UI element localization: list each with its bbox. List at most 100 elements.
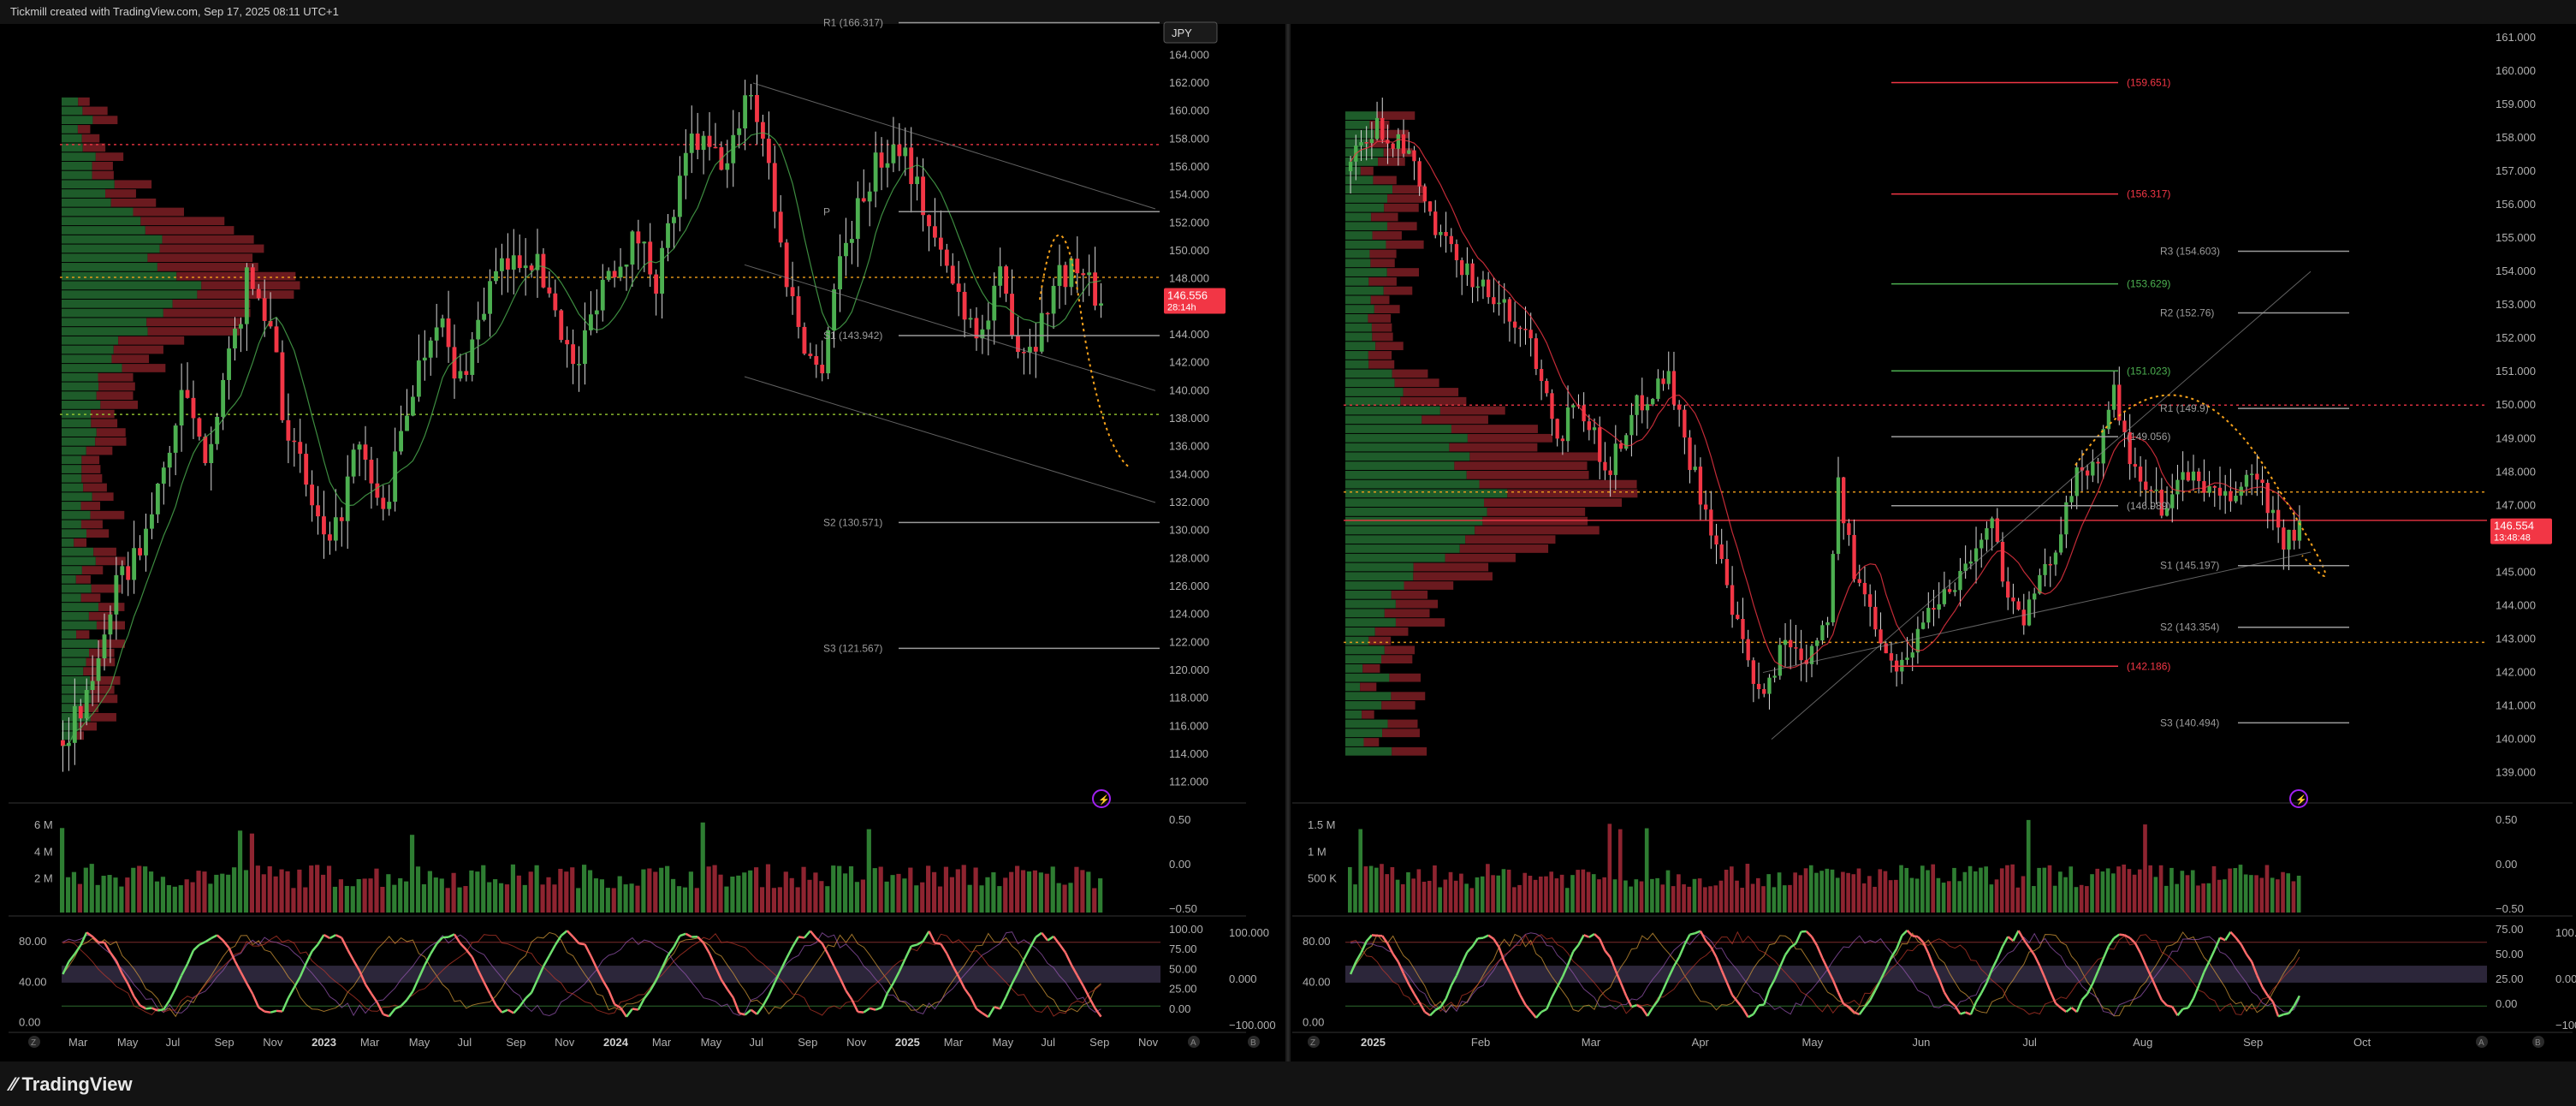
volume-bar [819,881,824,913]
candle-body [114,574,119,615]
candle-body [950,265,955,284]
candle-body [488,281,492,314]
candle-body [280,352,285,420]
pane-control-icon[interactable] [2532,1036,2544,1048]
oscillator-main-line [1023,947,1031,960]
lightning-icon[interactable] [1092,789,1111,808]
candle-body [612,271,617,278]
volume-bar [1692,878,1697,913]
volume-profile-bar [1345,388,1404,396]
pane-control-icon[interactable] [1248,1036,1260,1048]
oscillator-main-line [2187,997,2195,1009]
oscillator-main-line [863,1007,870,1014]
volume-bar [1665,870,1671,913]
price-axis-tick: 161.000 [2496,31,2536,44]
current-price-badge[interactable] [2490,518,2552,544]
volume-bar [736,875,741,913]
volume-bar [1416,869,1422,913]
volume-profile-bar [62,106,83,116]
candle-body [1523,329,1528,330]
candle-body [2016,601,2021,610]
osc2-right-tick: 0.00 [2496,997,2517,1010]
volume-profile-bar [98,382,135,391]
volume-bar [570,867,575,913]
volume-profile-bar [92,116,118,125]
volume-bar [1788,884,1792,913]
time-axis-tick: Sep [2243,1036,2263,1049]
oscillator-main-line [2033,954,2041,966]
volume-profile-bar [1386,240,1424,249]
volume-profile-bar [1459,544,1549,553]
volume-bar [599,879,604,913]
volume-bar [113,877,118,913]
volume-profile-bar [147,327,240,336]
volume-profile-bar [1345,581,1404,590]
volume-axis-tick: 4 M [34,845,53,858]
lightning-icon[interactable] [2289,789,2308,808]
volume-bar [967,884,972,913]
oscillator-main-line [1699,931,1707,942]
oscillator-main-line [560,930,568,937]
volume-profile-bar [91,694,118,704]
volume-profile-bar [1345,415,1422,425]
volume-profile-bar [78,722,98,731]
volume-profile-bar [62,382,99,391]
candle-body [879,152,884,168]
oscillator-main-line [608,990,616,1005]
volume-profile-bar [62,318,147,327]
oscillator-main-line [1631,1003,1637,1008]
oscillator-main-line [1960,1011,1967,1015]
oscillator-main-line [1534,1011,1543,1019]
volume-bar [795,887,800,913]
volume-bar [2296,875,2301,913]
volume-bar [1835,877,1840,913]
pivot-label: S3 (140.494) [2160,717,2219,728]
oscillator-main-line [436,937,444,945]
volume-bar [2185,875,2190,913]
oscillator-main-line [1949,1000,1956,1007]
volume-profile-bar [157,263,258,271]
volume-bar [101,876,106,913]
volume-bar [2254,875,2258,913]
oscillator-main-line [2250,961,2258,976]
candle-body [511,255,516,270]
candle-body [369,459,374,484]
pane-control-icon[interactable] [1308,1036,1320,1048]
candle-body [2027,599,2032,626]
candle-body [1497,302,1501,305]
oscillator-main-line [74,944,82,955]
volume-profile-bar [92,492,114,502]
volume-profile-bar [1369,120,1390,129]
tradingview-logo[interactable]: ⁄⁄ TradingView [10,1073,133,1096]
pane-control-icon[interactable] [1188,1036,1200,1048]
current-price-badge[interactable] [1164,288,1226,314]
volume-bar [2015,887,2021,913]
candle-body [2255,473,2259,480]
osc3-axis-tick: 100.000 [1229,926,1269,939]
oscillator-main-line [1652,999,1659,1008]
volume-bar [350,886,355,913]
candle-body [2085,470,2090,476]
volume-bar [759,887,765,913]
volume-profile-bar [1345,452,1470,461]
oscillator-main-line [395,1005,402,1010]
oscillator-main-line [483,981,491,995]
volume-profile-bar [1345,535,1466,544]
oscillator-main-line [2240,943,2248,955]
oscillator-main-line [1763,989,1771,1006]
oscillator-main-line [732,997,740,1014]
oscillator-main-line [477,969,485,984]
volume-bar [202,871,207,913]
oscillator-main-line [1635,1004,1643,1009]
oscillator-main-line [2092,970,2099,984]
volume-bar [1602,877,1606,913]
symbol-badge[interactable] [1163,21,1218,44]
pane-control-icon[interactable] [28,1036,40,1048]
pane-control-icon[interactable] [2476,1036,2488,1048]
candle-body [1693,467,1697,471]
volume-bar [273,876,278,913]
osc2-right-tick: 100.00 [1169,923,1203,936]
candle-body [1724,558,1730,586]
oscillator-main-line [1402,972,1410,985]
volume-profile-bar [62,391,97,401]
